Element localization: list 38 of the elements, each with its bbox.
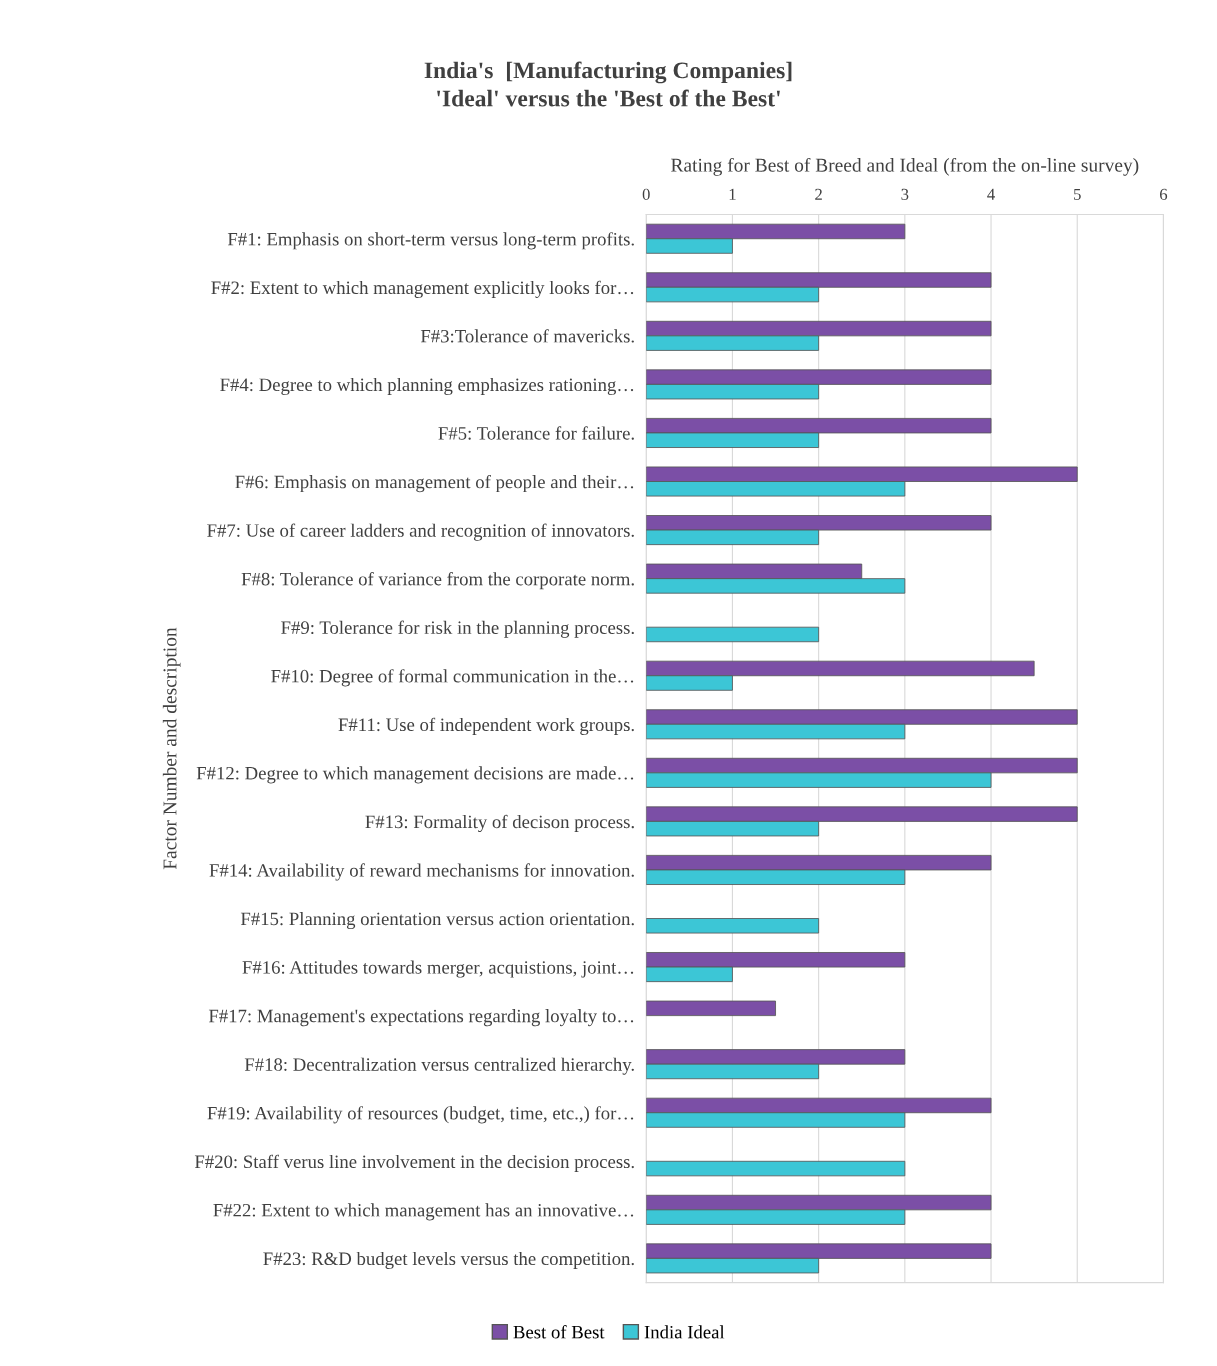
y-tick-label: F#22: Extent to which management has an innovative… [213, 1203, 634, 1221]
y-tick-label: F#4: Degree to which planning emphasizes rationing… [220, 377, 634, 395]
y-tick-label: F#1: Emphasis on short-term versus long-term profits. [227, 232, 634, 250]
x-tick-label: 3 [901, 188, 909, 200]
legend-label: Best of Best [513, 1325, 605, 1339]
y-tick-label: F#2: Extent to which management explicitly looks for… [211, 280, 634, 298]
bar [646, 626, 820, 643]
y-tick-label: F#23: R&D budget levels versus the competition. [263, 1251, 634, 1269]
x-tick-label: 2 [815, 188, 822, 200]
y-tick-label: F#20: Staff verus line involvement in the decision process. [194, 1154, 634, 1172]
y-axis-title: Factor Number and description [162, 627, 181, 870]
y-tick-label: F#12: Degree to which management decisions are made… [196, 766, 634, 784]
x-axis-title: Rating for Best of Breed and Ideal (from the on-line survey) [671, 157, 1139, 176]
x-tick-label: 1 [729, 188, 736, 200]
y-tick-label: F#16: Attitudes towards merger, acquistions, joint… [242, 960, 634, 978]
x-tick-label: 0 [642, 188, 650, 200]
y-tick-label: F#5: Tolerance for failure. [438, 426, 634, 440]
y-tick-label: F#9: Tolerance for risk in the planning process. [281, 620, 634, 638]
bar [646, 1000, 776, 1017]
bar [646, 918, 820, 934]
x-tick-label: 5 [1074, 188, 1081, 200]
y-tick-label: F#6: Emphasis on management of people and their… [235, 474, 634, 493]
y-tick-label: F#17: Management's expectations regarding loyalty to… [208, 1009, 634, 1027]
y-tick-label: F#14: Availability of reward mechanisms for innovation. [209, 863, 634, 881]
x-tick-label: 6 [1160, 188, 1168, 200]
bar [646, 1160, 906, 1177]
x-tick-label: 4 [987, 188, 995, 200]
y-tick-label: F#10: Degree of formal communication in the… [271, 669, 634, 687]
y-tick-label: F#18: Decentralization versus centralized hierarchy. [244, 1057, 634, 1075]
y-tick-label: F#15: Planning orientation versus action orientation. [240, 912, 634, 930]
y-tick-label: F#8: Tolerance of variance from the corporate norm. [241, 572, 634, 590]
y-tick-label: F#19: Availability of resources (budget, time, etc.,) for… [207, 1106, 634, 1124]
y-tick-label: F#13: Formality of decison process. [365, 814, 634, 833]
legend-label: India Ideal [644, 1325, 725, 1339]
y-tick-label: F#3:Tolerance of mavericks. [420, 329, 634, 343]
y-tick-label: F#7: Use of career ladders and recognition of innovators. [207, 523, 634, 541]
chart-title: India's [Manufacturing Companies] 'Ideal' versus the 'Best of the Best' [424, 61, 792, 107]
y-tick-label: F#11: Use of independent work groups. [338, 717, 634, 735]
